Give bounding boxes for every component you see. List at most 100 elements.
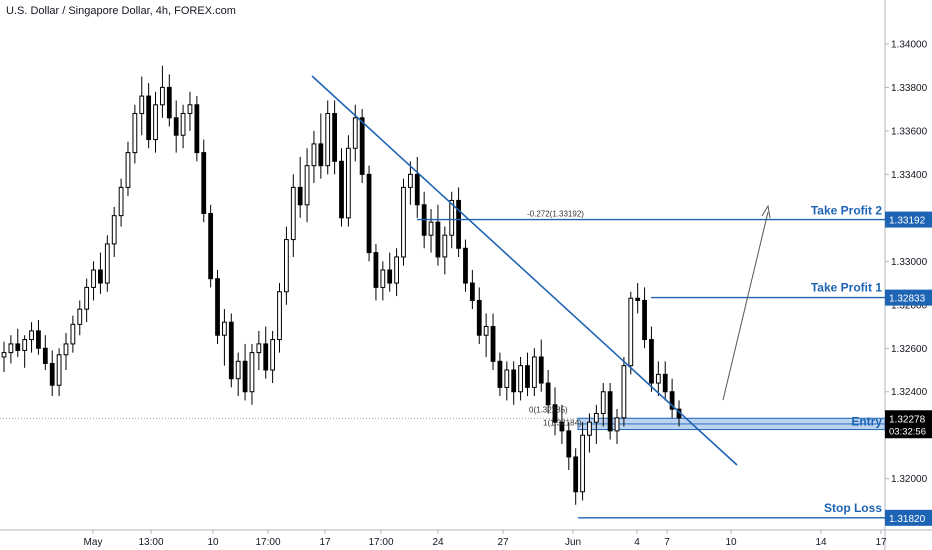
y-tick-label: 1.33600 [891,126,928,137]
candle [277,291,282,341]
candle [194,104,200,154]
candle [160,86,165,106]
candle [352,117,358,149]
candle [525,365,530,388]
candle [36,330,41,349]
candle [304,165,310,206]
candle [476,299,482,336]
candle [242,360,248,393]
candle [669,391,675,410]
candle [428,221,434,236]
candle [587,421,592,436]
candle [339,160,344,219]
candle [311,143,317,167]
candle [628,297,634,367]
candle [573,456,579,493]
candle [297,186,303,206]
take-profit-2-label: Take Profit 2 [811,204,882,218]
candle [228,321,234,380]
x-tick-label: 4 [634,537,640,548]
candle [545,382,551,406]
bar-countdown: 03:32:56 [889,426,926,437]
candle [132,112,138,154]
x-tick-label: Jun [565,537,581,548]
candle [77,308,83,325]
candle [435,221,441,258]
y-tick-label: 1.34000 [891,39,928,50]
x-tick-label: 17:00 [255,537,280,548]
x-tick-label: 10 [207,537,219,548]
candle [580,434,585,493]
candle [215,278,220,336]
candle [401,186,406,258]
stop-loss-label: Stop Loss [824,501,882,515]
candle [22,339,28,351]
candle [456,199,461,249]
y-tick-label: 1.33000 [891,257,928,268]
candle [463,247,468,284]
candle [98,269,103,284]
x-tick-label: 17:00 [368,537,393,548]
candle [380,269,386,288]
candle [15,343,21,351]
fib-label: 0(1.32285) [529,405,568,414]
candle [249,352,255,393]
stop-loss-price-tag: 1.31820 [889,514,926,525]
candle [394,256,399,284]
x-tick-label: 10 [725,537,737,548]
candle [504,369,510,388]
fib-label: 1(1.32184) [543,419,582,428]
candle [449,199,455,236]
x-tick-label: 17 [319,537,331,548]
candle [490,326,496,362]
x-tick-label: 17 [875,537,887,548]
x-tick-label: 13:00 [138,537,163,548]
stop-loss-price-tag-bg [885,509,932,526]
candle [290,186,296,241]
candle [366,173,372,254]
candle [63,343,69,356]
candle [70,323,76,345]
candle [111,215,117,245]
candle [325,112,331,167]
candle [139,95,145,114]
candle [614,417,620,432]
entry-label: Entry [851,414,882,428]
candle [180,112,186,136]
candle [531,356,537,388]
trendline[interactable] [311,75,738,466]
candle [56,354,62,386]
candle [29,330,34,341]
candle [118,186,124,217]
candle [635,297,641,301]
fib-label: -0.272(1.33192) [527,210,584,219]
candle [187,104,193,114]
candle [263,343,269,371]
candle [649,339,654,384]
candle [235,360,241,380]
candle [49,362,55,386]
candle [655,373,661,384]
candle [387,269,393,284]
candle [1,352,7,358]
x-tick-label: 14 [815,537,827,548]
x-tick-label: 24 [432,537,444,548]
candle [566,430,572,458]
y-tick-label: 1.32000 [891,474,928,485]
y-tick-label: 1.32600 [891,344,928,355]
x-tick-label: May [84,537,103,548]
candle [442,234,448,258]
candle [607,391,613,432]
candle [173,117,179,136]
current-price-tag-bg [885,410,932,439]
candle [8,343,14,354]
y-tick-label: 1.32800 [891,300,928,311]
candle [552,404,558,423]
candle [125,152,131,188]
projection-arrowhead [761,204,771,219]
y-tick-label: 1.33400 [891,170,928,181]
candle [373,252,379,288]
candle [284,239,289,293]
candle [104,243,110,284]
